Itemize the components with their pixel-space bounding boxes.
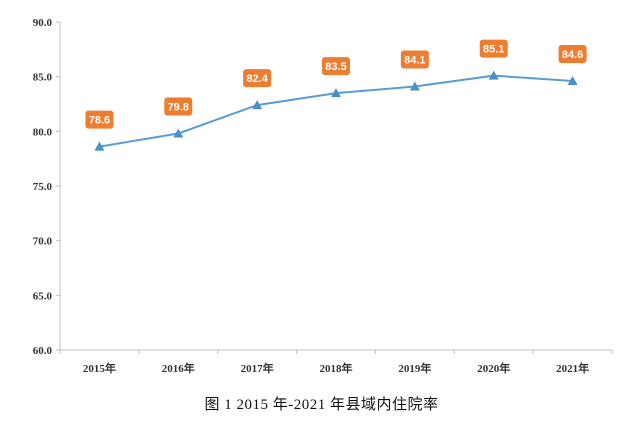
data-label-box: [400, 50, 429, 69]
data-label: 85.1: [483, 44, 504, 56]
x-tick-label: 2021年: [556, 361, 589, 375]
y-tick-label: 80.0: [33, 126, 53, 138]
data-label-box: [243, 69, 272, 88]
x-tick-label: 2020年: [477, 361, 510, 375]
x-tick-label: 2017年: [241, 361, 274, 375]
data-point-marker: [567, 76, 578, 86]
x-tick-label: 2016年: [162, 361, 195, 375]
y-tick-label: 70.0: [33, 236, 53, 248]
data-label-box: [479, 39, 508, 58]
data-label: 79.8: [168, 102, 189, 114]
x-tick-label: 2019年: [398, 361, 431, 375]
data-label-box: [85, 110, 114, 129]
y-tick-label: 75.0: [33, 181, 53, 193]
data-point-marker: [94, 141, 105, 151]
data-label: 82.4: [246, 73, 268, 85]
data-label: 78.6: [89, 115, 110, 127]
x-tick-label: 2018年: [320, 361, 353, 375]
y-tick-label: 85.0: [33, 72, 53, 84]
data-point-marker: [173, 128, 184, 138]
data-label-box: [558, 45, 587, 64]
data-point-marker: [488, 70, 499, 80]
data-point-marker: [331, 88, 341, 98]
data-point-marker: [252, 100, 263, 110]
y-tick-label: 90.0: [33, 17, 53, 29]
y-tick-label: 65.0: [33, 290, 53, 302]
y-tick-label: 60.0: [33, 345, 53, 357]
data-label: 83.5: [325, 61, 346, 73]
data-label: 84.1: [404, 55, 425, 67]
figure-caption: 图 1 2015 年-2021 年县域内住院率: [204, 397, 439, 413]
data-point-marker: [409, 81, 420, 91]
x-tick-label: 2015年: [83, 361, 116, 375]
data-label-box: [322, 57, 350, 76]
data-label: 84.6: [562, 49, 583, 61]
data-label-box: [164, 97, 193, 116]
